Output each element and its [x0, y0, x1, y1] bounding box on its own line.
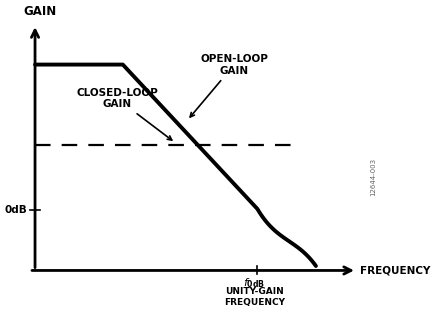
Text: $f_{\mathregular{0dB}}$: $f_{\mathregular{0dB}}$: [243, 276, 265, 290]
Text: 0dB: 0dB: [5, 205, 28, 215]
Text: CLOSED-LOOP
GAIN: CLOSED-LOOP GAIN: [76, 88, 171, 140]
Text: UNITY-GAIN
FREQUENCY: UNITY-GAIN FREQUENCY: [224, 287, 284, 307]
Text: GAIN: GAIN: [23, 4, 56, 17]
Text: 12644-003: 12644-003: [369, 157, 375, 196]
Text: FREQUENCY: FREQUENCY: [359, 266, 429, 275]
Text: OPEN-LOOP
GAIN: OPEN-LOOP GAIN: [190, 54, 267, 117]
